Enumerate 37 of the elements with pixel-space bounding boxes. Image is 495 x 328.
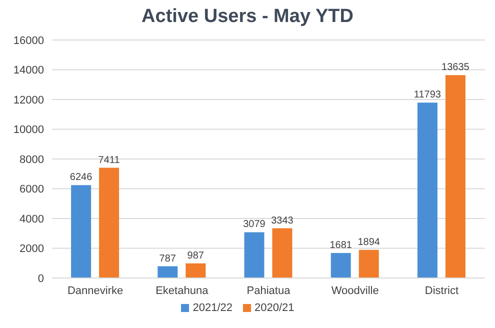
- y-tick-label: 6000: [20, 184, 44, 196]
- x-tick-label: Dannevirke: [67, 284, 124, 297]
- bar: [445, 75, 466, 278]
- data-label: 1894: [358, 236, 380, 248]
- y-tick-label: 8000: [20, 154, 44, 166]
- data-label: 11793: [414, 90, 442, 101]
- bar: [272, 228, 292, 278]
- y-tick-label: 12000: [13, 94, 44, 106]
- y-tick-label: 2000: [20, 243, 44, 256]
- legend-label: 2021/22: [192, 302, 232, 314]
- data-label: 6246: [70, 172, 93, 184]
- bar: [158, 266, 178, 278]
- chart-title: Active Users - May YTD: [140, 6, 354, 28]
- data-label: 1681: [330, 240, 352, 251]
- data-label: 787: [159, 253, 176, 264]
- bar: [330, 252, 351, 278]
- bar: [71, 185, 92, 278]
- x-tick-label: District: [424, 284, 459, 297]
- data-label: 987: [187, 250, 204, 262]
- data-label: 7411: [98, 154, 120, 166]
- y-tick-label: 10000: [13, 124, 44, 136]
- data-label: 3343: [271, 215, 294, 226]
- y-tick-label: 16000: [13, 34, 44, 47]
- y-tick-label: 4000: [20, 213, 44, 226]
- bar: [358, 250, 379, 278]
- bar: [186, 263, 206, 278]
- legend-label: 2020/21: [254, 302, 294, 314]
- x-tick-label: Pahiatua: [246, 284, 292, 297]
- bar: [417, 102, 438, 278]
- data-label: 3079: [243, 219, 266, 230]
- x-tick-label: Woodville: [331, 284, 379, 297]
- bar: [99, 168, 120, 278]
- x-tick-label: Eketahuna: [156, 284, 210, 297]
- data-label: 13635: [442, 62, 470, 74]
- bar: [244, 232, 264, 278]
- y-tick-label: 14000: [13, 64, 44, 77]
- y-tick-label: 0: [38, 272, 44, 285]
